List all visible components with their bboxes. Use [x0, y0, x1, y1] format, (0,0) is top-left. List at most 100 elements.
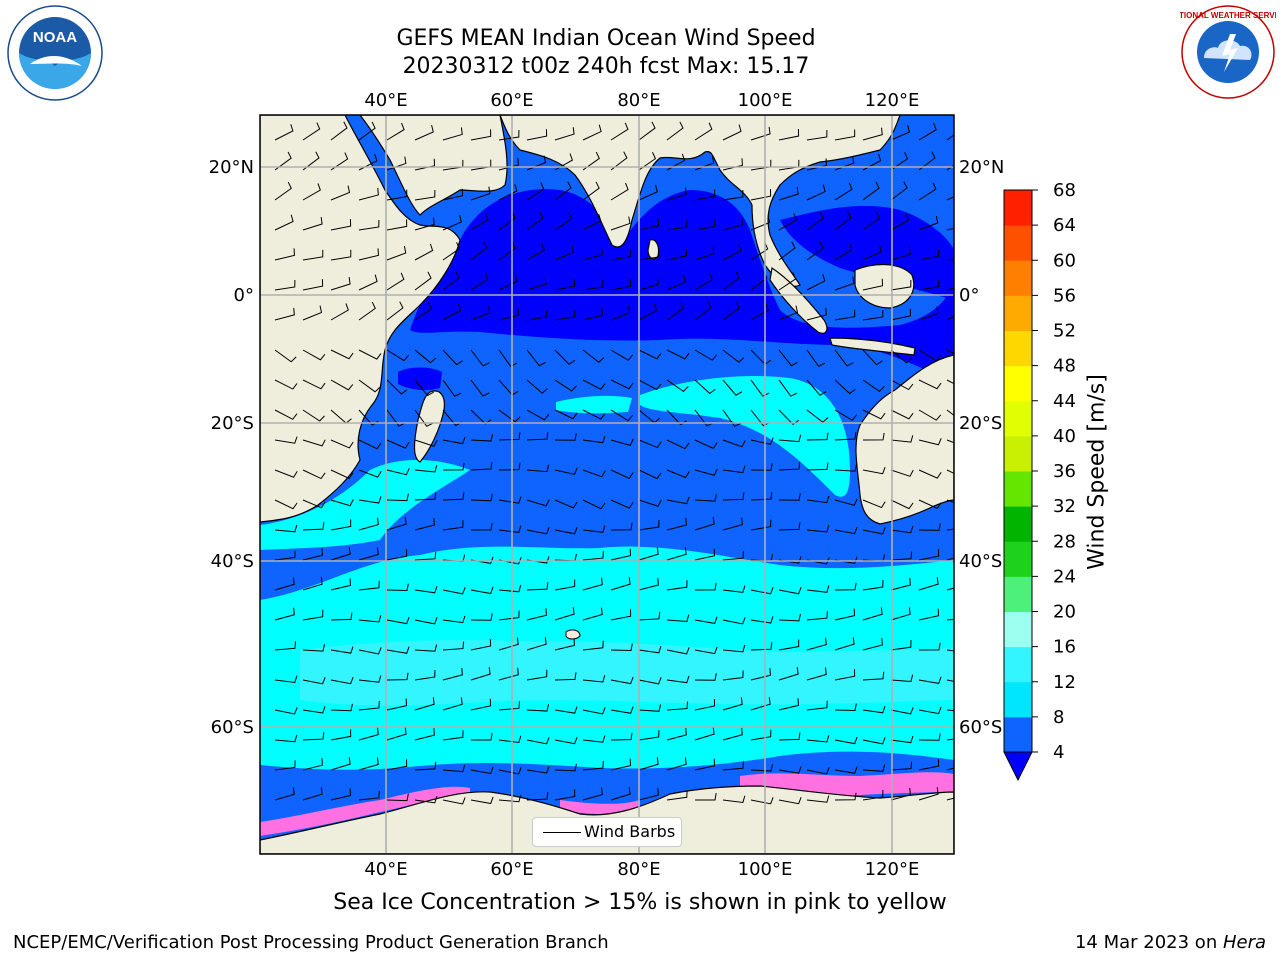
- wind-barb: [498, 157, 519, 171]
- wind-barb: [750, 242, 769, 261]
- wind-barb: [442, 587, 466, 595]
- lat-label-right: 20°N: [959, 157, 1004, 178]
- wind-barb: [442, 462, 465, 471]
- wind-barb: [386, 219, 408, 231]
- wind-barb: [694, 793, 717, 801]
- wind-barb: [834, 349, 854, 367]
- wind-barb: [302, 379, 326, 390]
- wind-barb: [890, 735, 914, 744]
- wind-barb: [666, 496, 690, 505]
- wind-barb: [918, 151, 936, 171]
- lon-label-top: 40°E: [364, 90, 407, 111]
- wind-barb: [638, 249, 660, 261]
- wind-barb: [498, 610, 520, 621]
- wind-barb: [750, 215, 771, 231]
- wind-barb: [834, 526, 858, 535]
- wind-barb: [526, 409, 550, 421]
- wind-barb: [610, 122, 629, 141]
- wind-barb: [554, 763, 577, 772]
- wind-barb: [582, 469, 606, 478]
- colorbar-segment: [1004, 646, 1032, 683]
- wind-barb: [610, 409, 634, 422]
- madagascar-slow-wind: [398, 367, 442, 391]
- colorbar-tick-label: 68: [1053, 180, 1076, 201]
- wind-barb: [750, 379, 770, 397]
- wind-barb: [498, 349, 518, 367]
- wind-barb: [274, 787, 295, 801]
- wind-barb: [610, 438, 634, 446]
- wind-barb: [274, 248, 295, 261]
- wind-barb: [330, 578, 351, 591]
- legend-label: Wind Barbs: [584, 822, 676, 841]
- wind-barb: [666, 349, 690, 360]
- wind-barb: [778, 187, 799, 201]
- wind-barb: [834, 431, 857, 441]
- colorbar-segment: [1004, 681, 1032, 718]
- wind-barb: [330, 303, 349, 321]
- wind-barb: [414, 796, 438, 804]
- wind-barb: [498, 496, 522, 504]
- wind-barb: [890, 279, 912, 291]
- wind-barb: [498, 637, 519, 651]
- wind-barb: [554, 467, 578, 475]
- colorbar-segment: [1004, 471, 1032, 507]
- wind-barb: [330, 219, 352, 231]
- wind-barb: [890, 349, 913, 364]
- colorbar-segment: [1004, 190, 1032, 226]
- wind-barb: [470, 698, 492, 711]
- wind-barb: [918, 577, 939, 591]
- wind-barb: [666, 547, 687, 561]
- wind-barb: [582, 151, 600, 171]
- lon-label-top: 60°E: [490, 90, 533, 111]
- wind-barb: [722, 189, 744, 201]
- lat-label-left: 40°S: [211, 551, 254, 572]
- wind-barb: [358, 248, 379, 261]
- wind-barb: [330, 379, 354, 391]
- wind-barb: [330, 646, 354, 654]
- wind-barb: [498, 735, 522, 744]
- wind-barb: [526, 129, 548, 141]
- wind-barb: [498, 211, 516, 231]
- wind-barb: [722, 585, 746, 593]
- sea-ice-caption: Sea Ice Concentration > 15% is shown in …: [333, 890, 947, 915]
- wind-barb: [414, 761, 437, 771]
- wind-barb: [834, 766, 858, 774]
- wind-barb: [274, 181, 292, 201]
- wind-barb: [638, 704, 662, 712]
- colorbar-tick-label: 20: [1053, 602, 1076, 623]
- lon-label-bottom: 100°E: [738, 859, 793, 880]
- wind-barb: [610, 706, 634, 714]
- wind-barb: [498, 184, 518, 201]
- footer-date: 14 Mar 2023 on Hera: [1075, 932, 1266, 953]
- wind-barb: [750, 797, 774, 805]
- wind-barb: [610, 499, 634, 509]
- wind-barb: [274, 151, 292, 171]
- lon-label-top: 80°E: [617, 90, 660, 111]
- lon-label-bottom: 40°E: [364, 859, 407, 880]
- wind-barb: [442, 730, 464, 741]
- wind-barb: [274, 734, 298, 743]
- nws-logo-text: NATIONAL WEATHER SERVICE: [1180, 11, 1276, 20]
- wind-barb: [442, 303, 462, 321]
- wind-barb: [442, 379, 462, 397]
- wind-barb: [554, 279, 576, 291]
- chart-subtitle: 20230312 t00z 240h fcst Max: 15.17: [402, 54, 810, 79]
- wind-barb: [526, 464, 550, 473]
- wind-barb: [274, 279, 296, 291]
- wind-barb: [582, 435, 606, 444]
- wind-barb: [330, 547, 351, 561]
- wind-barb: [582, 279, 604, 291]
- sea-ice-edge: [260, 786, 470, 836]
- wind-barb: [386, 583, 409, 592]
- wind-barb: [358, 274, 378, 291]
- wind-barb: [778, 639, 800, 651]
- wind-barb: [582, 735, 606, 743]
- wind-barb: [806, 700, 828, 711]
- colorbar-tick-label: 40: [1053, 426, 1076, 447]
- wind-barb: [498, 241, 516, 261]
- wind-barb: [554, 212, 573, 231]
- wind-barb: [470, 212, 489, 231]
- wind-barb: [302, 577, 323, 591]
- wind-barb: [442, 492, 465, 501]
